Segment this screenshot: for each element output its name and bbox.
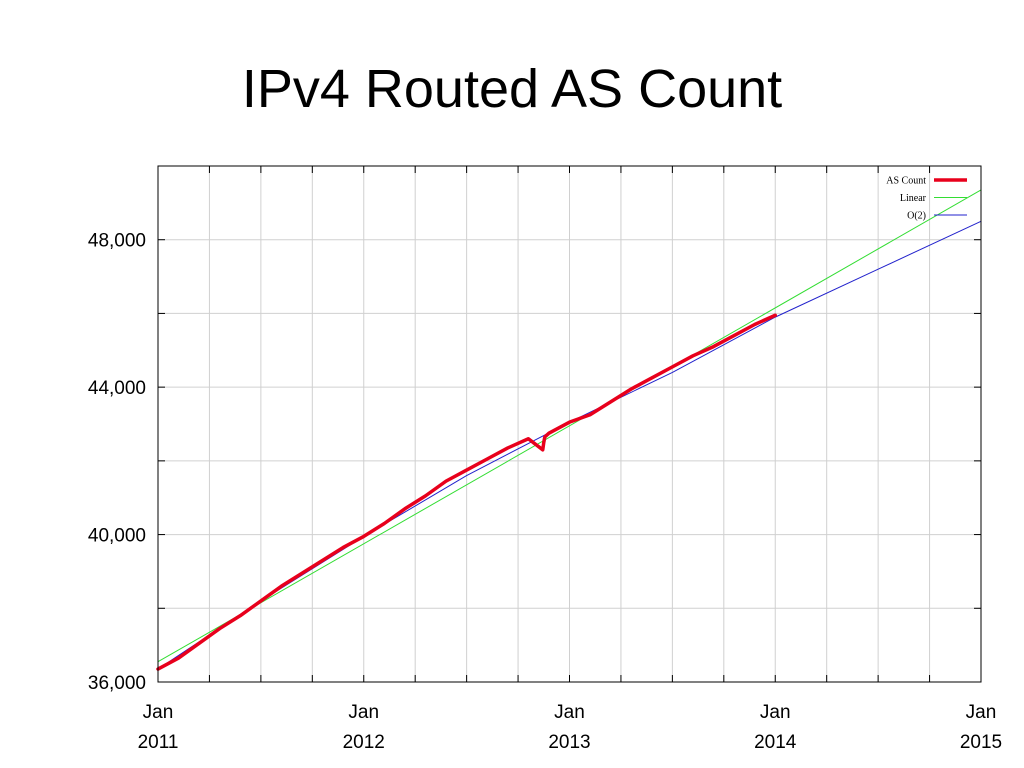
plot-series bbox=[156, 189, 982, 671]
x-tick-label: Jan 2014 bbox=[754, 702, 797, 753]
legend-label: O(2) bbox=[907, 211, 926, 222]
series-line-as-count bbox=[156, 313, 777, 671]
y-tick-label: 36,000 bbox=[88, 673, 146, 694]
chart-title: IPv4 Routed AS Count bbox=[241, 59, 783, 119]
legend-label: AS Count bbox=[886, 176, 926, 187]
ticks bbox=[157, 165, 982, 683]
y-tick-label: 40,000 bbox=[88, 526, 146, 547]
x-tick-label: Jan 2013 bbox=[548, 702, 590, 753]
legend: AS Count Linear O(2) bbox=[886, 176, 967, 222]
x-tick-label: Jan 2011 bbox=[138, 702, 179, 753]
x-tick-label: Jan 2012 bbox=[343, 702, 385, 753]
y-tick-label: 48,000 bbox=[88, 231, 146, 252]
grid bbox=[157, 165, 982, 683]
x-tick-label: Jan 2015 bbox=[960, 702, 1002, 753]
y-tick-label: 44,000 bbox=[88, 378, 146, 399]
series-line-linear bbox=[157, 189, 982, 663]
tick-labels: 36,000 40,000 44,000 48,000 Jan 2011 Jan 2012 Ja… bbox=[88, 231, 1002, 753]
legend-label: Linear bbox=[900, 193, 927, 204]
